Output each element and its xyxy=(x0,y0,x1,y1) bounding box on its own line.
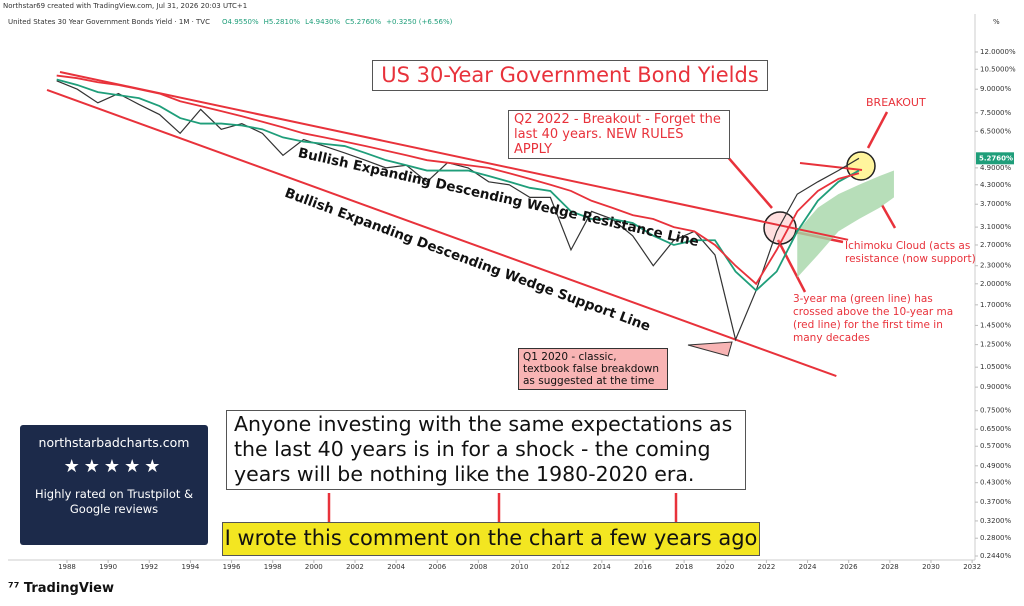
series-line xyxy=(56,74,860,286)
ma-note: 3-year ma (green line) has crossed above… xyxy=(793,293,954,344)
ohlc: L4.9430% xyxy=(305,18,340,26)
symbol: United States 30 Year Government Bonds Y… xyxy=(8,18,210,26)
y-tick-label: 2.0000% xyxy=(980,280,1011,288)
y-tick-label: 0.3200% xyxy=(980,517,1011,525)
y-tick-label: 0.5700% xyxy=(980,442,1011,450)
x-tick-label: 2012 xyxy=(552,563,570,571)
created: Northstar69 created with TradingView.com… xyxy=(3,2,247,10)
badge-site: northstarbadcharts.com xyxy=(38,435,190,450)
x-tick-label: 2024 xyxy=(799,563,817,571)
x-tick-label: 2008 xyxy=(469,563,487,571)
trend-line xyxy=(46,88,837,378)
y-tick-label: 1.4500% xyxy=(980,321,1011,329)
y-tick-label: 10.5000% xyxy=(980,65,1016,73)
x-tick-label: 2002 xyxy=(346,563,364,571)
x-tick-label: 2020 xyxy=(716,563,734,571)
y-tick-label: 2.3000% xyxy=(980,262,1011,270)
ohlc: +0.3250 (+6.56%) xyxy=(386,18,452,26)
ichimoku-cloud xyxy=(797,170,894,278)
x-tick-label: 2018 xyxy=(675,563,693,571)
x-tick-label: 2022 xyxy=(757,563,775,571)
y-tick-label: 6.5000% xyxy=(980,127,1011,135)
comment-box: Anyone investing with the same expectati… xyxy=(226,410,746,490)
y-tick-label: 4.3000% xyxy=(980,181,1011,189)
x-tick-label: 1992 xyxy=(140,563,158,571)
ohlc: C5.2760% xyxy=(345,18,381,26)
x-tick-label: 1988 xyxy=(58,563,76,571)
ichimoku-note: Ichimoku Cloud (acts as resistance (now … xyxy=(845,240,976,265)
callout-pointer xyxy=(687,341,733,357)
x-tick-label: 2000 xyxy=(305,563,323,571)
y-tick-label: 0.7500% xyxy=(980,407,1011,415)
y-tick-label: 0.3700% xyxy=(980,498,1011,506)
x-tick-label: 1998 xyxy=(264,563,282,571)
x-tick-label: 1996 xyxy=(223,563,241,571)
x-tick-label: 2028 xyxy=(881,563,899,571)
y-tick-label: 0.4900% xyxy=(980,462,1011,470)
unit: % xyxy=(993,18,1000,26)
y-tick-label: 1.0500% xyxy=(980,363,1011,371)
last-value-label: 5.2760% xyxy=(979,154,1013,162)
badge: northstarbadcharts.com ★★★★★ Highly rate… xyxy=(20,425,208,545)
false-breakdown-note: Q1 2020 - classic, textbook false breakd… xyxy=(518,348,668,390)
x-tick-label: 1994 xyxy=(181,563,199,571)
x-tick-label: 2026 xyxy=(840,563,858,571)
breakout-line xyxy=(799,162,863,171)
series-line xyxy=(56,80,860,342)
y-tick-label: 2.7000% xyxy=(980,241,1011,249)
y-tick-label: 3.7000% xyxy=(980,200,1011,208)
breakout-box: Q2 2022 - Breakout - Forget the last 40 … xyxy=(508,110,730,159)
breakout-label: BREAKOUT xyxy=(866,96,926,109)
x-tick-label: 2010 xyxy=(511,563,529,571)
badge-text: Highly rated on Trustpilot & Google revi… xyxy=(34,487,194,516)
y-tick-label: 4.9000% xyxy=(980,164,1011,172)
x-tick-label: 2030 xyxy=(922,563,940,571)
y-tick-label: 0.2440% xyxy=(980,552,1011,560)
x-tick-label: 1990 xyxy=(99,563,117,571)
note-box: I wrote this comment on the chart a few … xyxy=(222,522,760,556)
brand: TradingView xyxy=(23,581,114,596)
badge-stars: ★★★★★ xyxy=(63,456,165,477)
y-tick-label: 9.0000% xyxy=(980,85,1011,93)
y-tick-label: 12.0000% xyxy=(980,48,1016,56)
logo: ⁷⁷ xyxy=(8,581,24,596)
y-tick-label: 0.9000% xyxy=(980,383,1011,391)
footer-brand: ⁷⁷ TradingView xyxy=(8,581,114,596)
x-tick-label: 2016 xyxy=(634,563,652,571)
ohlc: O4.9550% xyxy=(222,18,259,26)
y-tick-label: 3.1000% xyxy=(980,223,1011,231)
y-tick-label: 1.2500% xyxy=(980,341,1011,349)
y-tick-label: 1.7000% xyxy=(980,301,1011,309)
title: US 30-Year Government Bond Yields xyxy=(372,60,768,91)
y-tick-label: 7.5000% xyxy=(980,109,1011,117)
y-tick-label: 0.6500% xyxy=(980,425,1011,433)
last-value-box xyxy=(976,152,1014,165)
ohlc: H5.2810% xyxy=(264,18,301,26)
x-tick-label: 2014 xyxy=(593,563,611,571)
x-tick-label: 2032 xyxy=(963,563,981,571)
x-tick-label: 2006 xyxy=(428,563,446,571)
x-tick-label: 2004 xyxy=(387,563,405,571)
trend-line xyxy=(59,71,849,241)
y-tick-label: 0.4300% xyxy=(980,479,1011,487)
y-tick-label: 0.2800% xyxy=(980,534,1011,542)
